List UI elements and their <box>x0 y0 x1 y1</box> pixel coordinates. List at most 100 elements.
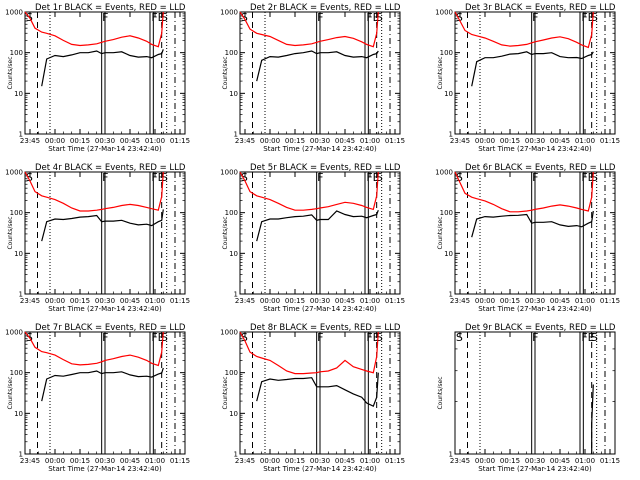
series-events-line <box>41 49 164 87</box>
series-lld-line <box>239 171 379 211</box>
x-tick-label: 00:30 <box>525 457 545 465</box>
series-lld-line <box>239 331 379 375</box>
x-tick-label: 01:00 <box>360 137 380 145</box>
x-axis-label: Start Time (27-Mar-14 23:42:40) <box>48 145 162 153</box>
time-marker-letter: S <box>376 11 383 24</box>
series-lld-line <box>454 11 594 49</box>
series-lld-line <box>24 331 164 367</box>
x-tick-label: 00:45 <box>120 457 140 465</box>
series-events-line <box>41 367 164 402</box>
x-axis-label: Start Time (27-Mar-14 23:42:40) <box>48 305 162 313</box>
y-tick-label: 10 <box>444 250 453 258</box>
y-tick-label: 100 <box>225 369 238 377</box>
x-tick-label: 00:30 <box>95 457 115 465</box>
x-tick-label: 01:00 <box>575 137 595 145</box>
y-tick-label: 10 <box>444 90 453 98</box>
x-tick-label: 00:45 <box>335 457 355 465</box>
y-tick-label: 1 <box>449 451 453 459</box>
y-tick-label: 1000 <box>435 169 453 177</box>
panel-title: Det 7r BLACK = Events, RED = LLD <box>35 323 186 333</box>
x-axis-label: Start Time (27-Mar-14 23:42:40) <box>263 465 377 473</box>
series-events-line <box>41 209 164 242</box>
x-tick-label: 00:00 <box>45 297 65 305</box>
x-tick-label: 00:30 <box>310 297 330 305</box>
y-tick-label: 1000 <box>220 9 238 17</box>
x-tick-label: 01:00 <box>575 297 595 305</box>
y-tick-label: 1 <box>449 131 453 139</box>
x-tick-label: 01:00 <box>360 297 380 305</box>
x-tick-label: 01:00 <box>145 137 165 145</box>
y-axis-label: Counts/sec <box>7 216 14 249</box>
x-tick-label: 00:00 <box>475 297 495 305</box>
x-tick-label: 00:45 <box>550 137 570 145</box>
time-marker-letter: FE <box>581 171 594 184</box>
y-tick-label: 1 <box>19 131 23 139</box>
detector-panel-4: Det 4r BLACK = Events, RED = LLD Counts/s… <box>5 163 190 313</box>
time-marker-letter: F <box>317 171 323 184</box>
y-axis-label: Counts/sec <box>437 56 444 89</box>
y-tick-label: 100 <box>225 209 238 217</box>
x-tick-label: 00:30 <box>525 297 545 305</box>
detector-panel-1: Det 1r BLACK = Events, RED = LLD Counts/s… <box>5 3 190 153</box>
x-axis-label: Start Time (27-Mar-14 23:42:40) <box>263 305 377 313</box>
y-axis-label: Counts/sec <box>222 56 229 89</box>
x-tick-label: 01:15 <box>600 457 620 465</box>
detector-panel-3: Det 3r BLACK = Events, RED = LLD Counts/s… <box>435 3 620 153</box>
x-tick-label: 00:45 <box>335 297 355 305</box>
y-axis-label: Counts/sec <box>222 376 229 409</box>
time-marker-letter: S <box>591 171 598 184</box>
time-marker-letter: S <box>591 11 598 24</box>
x-tick-label: 01:15 <box>385 297 405 305</box>
time-marker-letter: S <box>161 11 168 24</box>
panel-title: Det 8r BLACK = Events, RED = LLD <box>250 323 401 333</box>
time-marker-letter: S <box>26 171 33 184</box>
x-tick-label: 23:45 <box>450 297 470 305</box>
x-tick-label: 00:00 <box>45 457 65 465</box>
time-marker-letter: S <box>241 171 248 184</box>
time-marker-letter: FE <box>151 11 164 24</box>
x-tick-label: 23:45 <box>235 137 255 145</box>
time-marker-letter: S <box>161 171 168 184</box>
detector-panel-8: Det 8r BLACK = Events, RED = LLD Counts/s… <box>220 323 405 473</box>
panel-title: Det 1r BLACK = Events, RED = LLD <box>35 3 186 13</box>
x-tick-label: 00:15 <box>285 297 305 305</box>
x-tick-label: 00:00 <box>260 137 280 145</box>
panel-title: Det 6r BLACK = Events, RED = LLD <box>465 163 616 173</box>
time-marker-letter: F <box>317 331 323 344</box>
time-marker-letter: FE <box>581 11 594 24</box>
time-marker-letter: FE <box>151 331 164 344</box>
time-marker-letter: F <box>102 11 108 24</box>
time-marker-letter: S <box>456 11 463 24</box>
y-tick-label: 1 <box>234 291 238 299</box>
time-marker-letter: F <box>102 331 108 344</box>
panel-title: Det 4r BLACK = Events, RED = LLD <box>35 163 186 173</box>
x-tick-label: 01:15 <box>385 457 405 465</box>
x-tick-label: 00:45 <box>120 137 140 145</box>
x-tick-label: 00:15 <box>70 137 90 145</box>
y-tick-label: 10 <box>14 250 23 258</box>
x-tick-label: 00:15 <box>70 457 90 465</box>
panel-title: Det 9r BLACK = Events, RED = LLD <box>465 323 616 333</box>
x-tick-label: 01:00 <box>360 457 380 465</box>
time-marker-letter: S <box>241 331 248 344</box>
series-lld-line <box>24 171 164 212</box>
time-marker-letter: F <box>532 331 538 344</box>
x-tick-label: 01:15 <box>600 137 620 145</box>
y-tick-label: 1000 <box>220 329 238 337</box>
y-axis-label: Counts/sec <box>222 216 229 249</box>
y-tick-label: 1000 <box>5 9 23 17</box>
series-lld-line <box>239 11 379 48</box>
y-axis-label: Counts/sec <box>7 376 14 409</box>
y-tick-label: 1 <box>449 291 453 299</box>
time-marker-letter: S <box>591 331 598 344</box>
series-events-line <box>591 384 594 454</box>
detector-panel-7: Det 7r BLACK = Events, RED = LLD Counts/s… <box>5 323 190 473</box>
x-axis-label: Start Time (27-Mar-14 23:42:40) <box>263 145 377 153</box>
x-tick-label: 00:15 <box>500 457 520 465</box>
x-tick-label: 00:00 <box>45 137 65 145</box>
detector-panel-5: Det 5r BLACK = Events, RED = LLD Counts/s… <box>220 163 405 313</box>
series-events-line <box>256 372 379 408</box>
detector-panel-9: Det 9r BLACK = Events, RED = LLD Counts/s… <box>437 323 620 473</box>
series-events-line <box>256 50 379 82</box>
x-tick-label: 00:00 <box>260 297 280 305</box>
